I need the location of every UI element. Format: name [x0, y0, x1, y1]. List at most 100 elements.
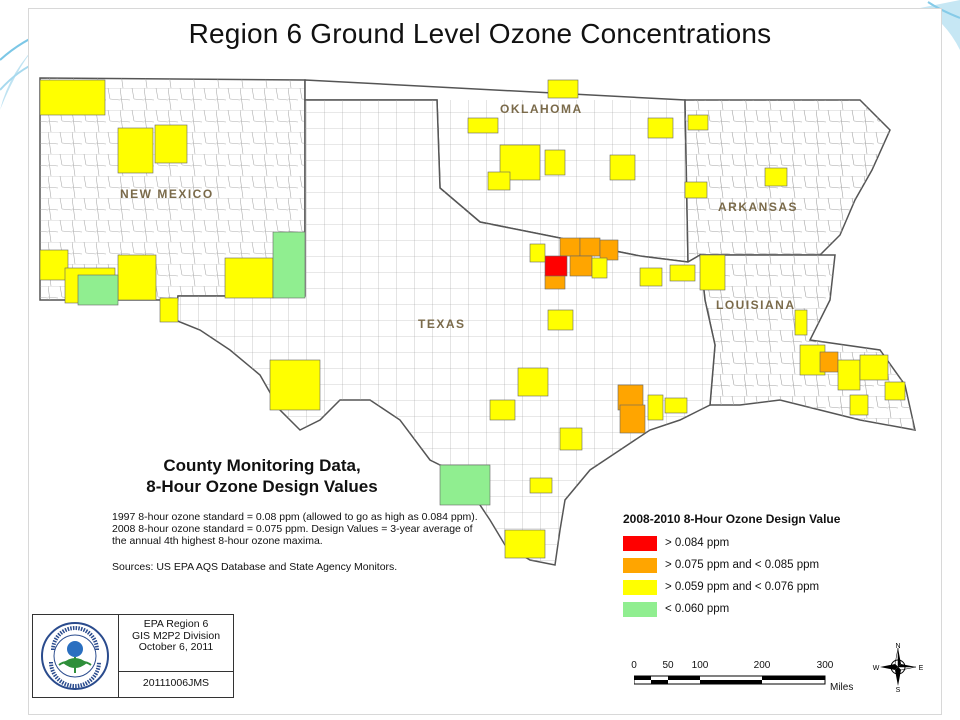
county-yellow: [884, 381, 906, 401]
county-yellow: [159, 297, 179, 323]
county-yellow: [547, 309, 574, 331]
county-orange: [619, 404, 646, 434]
county-orange: [559, 237, 581, 257]
legend-label: < 0.060 ppm: [665, 603, 730, 615]
scale-tick: 50: [662, 660, 674, 671]
legend: 2008-2010 8-Hour Ozone Design Value > 0.…: [623, 512, 893, 620]
county-yellow: [487, 171, 511, 191]
compass-s: S: [896, 687, 901, 692]
county-yellow: [117, 254, 157, 301]
county-yellow: [504, 529, 546, 559]
county-yellow: [647, 394, 664, 421]
epa-seal-logo: [41, 622, 109, 690]
county-yellow: [609, 154, 636, 181]
notes-line3: the annual 4th highest 8-hour ozone maxi…: [112, 535, 323, 547]
state-label-new-mexico: NEW MEXICO: [120, 187, 214, 201]
scale-tick: 300: [816, 660, 834, 671]
stamp-info: EPA Region 6 GIS M2P2 Division October 6…: [119, 618, 233, 654]
stamp-code: 20111006JMS: [142, 677, 210, 689]
scale-bar-graphic: [634, 675, 826, 685]
county-yellow: [224, 257, 274, 299]
county-yellow: [647, 117, 674, 139]
county-orange: [569, 255, 593, 277]
county-green: [439, 464, 491, 506]
stamp-divider-vertical: [118, 615, 119, 697]
county-orange: [599, 239, 619, 261]
compass-w: W: [873, 665, 880, 672]
scale-unit: Miles: [830, 682, 854, 693]
county-fills-oklahoma: [467, 79, 674, 191]
legend-swatch-green: [623, 601, 657, 617]
county-yellow: [859, 354, 889, 381]
legend-label: > 0.075 ppm and < 0.085 ppm: [665, 559, 820, 571]
county-green: [77, 274, 119, 306]
county-yellow: [154, 124, 188, 164]
legend-label: > 0.084 ppm: [665, 537, 730, 549]
county-yellow: [467, 117, 499, 134]
stamp-line2: GIS M2P2 Division: [131, 629, 221, 642]
compass-n: N: [895, 643, 900, 650]
county-yellow: [529, 243, 546, 263]
compass-rose-icon: N S W E: [873, 643, 924, 692]
county-yellow: [837, 359, 861, 391]
compass-e: E: [919, 665, 924, 672]
county-yellow: [39, 249, 69, 281]
state-label-oklahoma: OKLAHOMA: [500, 102, 583, 116]
scale-bar: 0 50 100 200 300 Miles: [620, 660, 854, 700]
county-fills-texas: [159, 237, 696, 559]
notes-line1: 1997 8-hour ozone standard = 0.08 ppm (a…: [112, 511, 478, 523]
epa-stamp-box: EPA Region 6 GIS M2P2 Division October 6…: [32, 614, 234, 698]
county-yellow: [547, 79, 579, 99]
legend-swatch-red: [623, 535, 657, 551]
county-yellow: [684, 181, 708, 199]
county-yellow: [794, 309, 808, 336]
scale-tick: 0: [631, 660, 637, 671]
county-orange: [819, 351, 839, 373]
legend-item: > 0.059 ppm and < 0.076 ppm: [623, 576, 893, 598]
county-yellow: [639, 267, 663, 287]
scale-tick: 200: [753, 660, 771, 671]
county-yellow: [489, 399, 516, 421]
legend-item: > 0.084 ppm: [623, 532, 893, 554]
state-label-arkansas: ARKANSAS: [718, 200, 798, 214]
stamp-divider-horizontal: [118, 671, 233, 672]
county-yellow: [699, 254, 726, 291]
legend-item: < 0.060 ppm: [623, 598, 893, 620]
county-yellow: [529, 477, 553, 494]
state-arkansas: [684, 99, 891, 264]
legend-title: 2008-2010 8-Hour Ozone Design Value: [623, 512, 841, 526]
county-yellow: [39, 79, 106, 116]
county-orange: [544, 274, 566, 290]
county-fills-arkansas: [684, 114, 788, 199]
scale-tick: 100: [691, 660, 709, 671]
state-louisiana: [699, 254, 916, 431]
legend-item: > 0.075 ppm and < 0.085 ppm: [623, 554, 893, 576]
map-title: Region 6 Ground Level Ozone Concentratio…: [188, 18, 772, 49]
notes-heading-line1: County Monitoring Data,: [163, 456, 361, 475]
county-yellow: [591, 257, 608, 279]
notes-standards: 1997 8-hour ozone standard = 0.08 ppm (a…: [112, 511, 612, 547]
notes-block: County Monitoring Data, 8-Hour Ozone Des…: [112, 455, 612, 573]
county-red: [544, 255, 568, 277]
county-yellow: [269, 359, 321, 411]
county-yellow: [664, 397, 688, 414]
stamp-line1: EPA Region 6: [143, 618, 209, 630]
county-yellow: [849, 394, 869, 416]
county-orange: [579, 237, 601, 257]
county-yellow: [669, 264, 696, 282]
county-yellow: [117, 127, 154, 174]
legend-swatch-yellow: [623, 579, 657, 595]
legend-label: > 0.059 ppm and < 0.076 ppm: [665, 581, 820, 593]
county-yellow: [764, 167, 788, 187]
county-yellow: [517, 367, 549, 397]
notes-line2: 2008 8-hour ozone standard = 0.075 ppm. …: [112, 523, 473, 535]
state-label-texas: TEXAS: [418, 317, 466, 331]
county-fills-new-mexico: [39, 79, 306, 306]
stamp-line3: October 6, 2011: [138, 641, 214, 653]
county-yellow: [687, 114, 709, 131]
notes-heading-line2: 8-Hour Ozone Design Values: [146, 477, 378, 496]
legend-swatch-orange: [623, 557, 657, 573]
county-yellow: [559, 427, 583, 451]
notes-sources: Sources: US EPA AQS Database and State A…: [112, 561, 398, 573]
